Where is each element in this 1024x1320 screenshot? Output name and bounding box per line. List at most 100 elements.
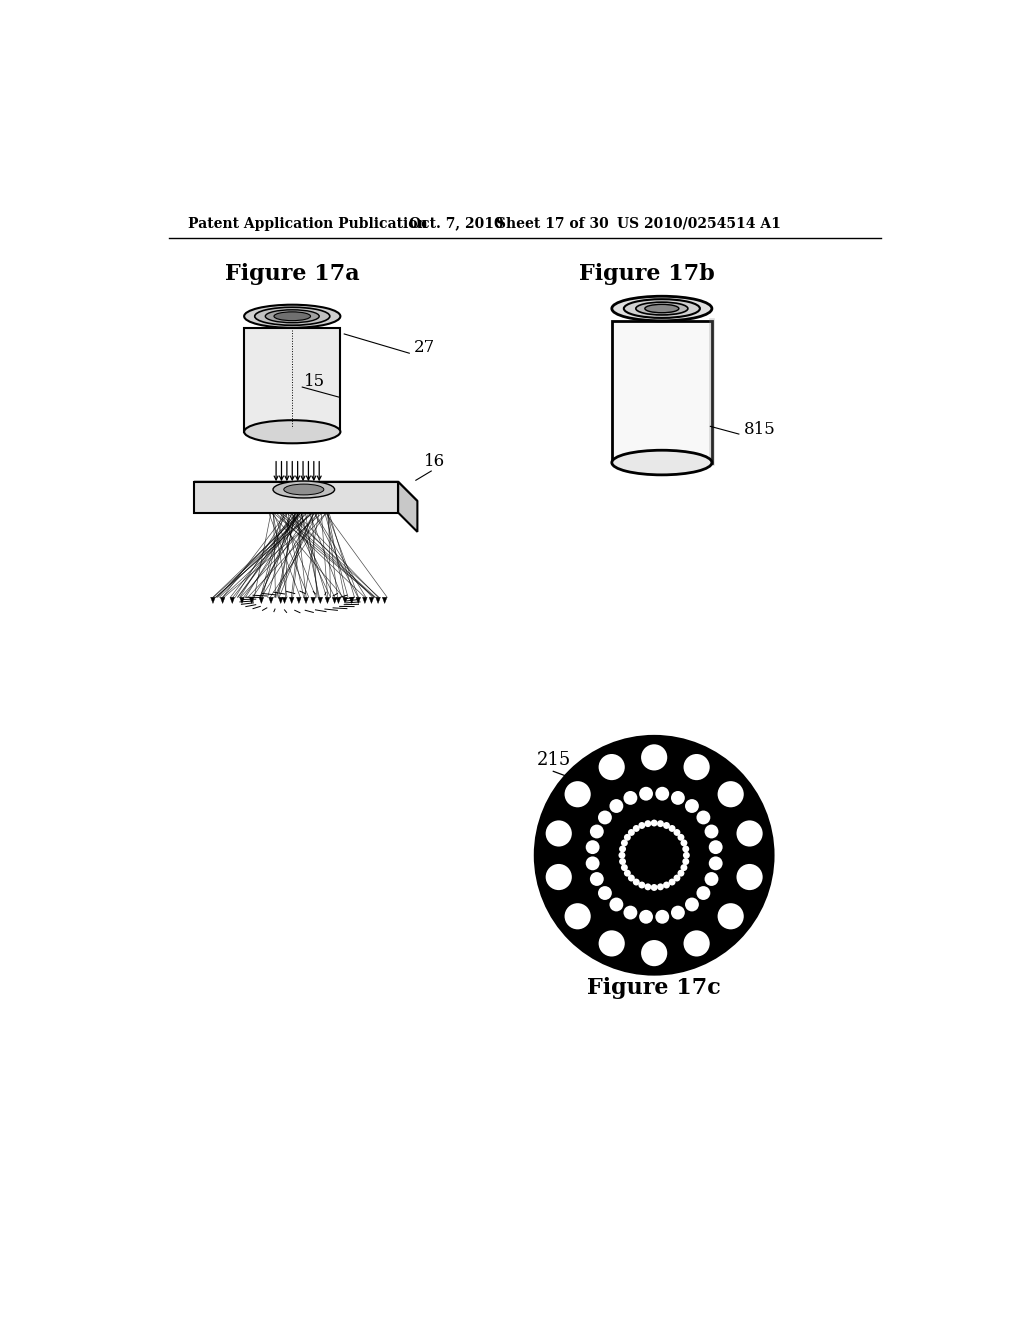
Ellipse shape <box>624 300 699 318</box>
Ellipse shape <box>645 305 679 313</box>
Circle shape <box>684 931 710 957</box>
Circle shape <box>683 851 690 859</box>
Polygon shape <box>195 482 418 502</box>
Text: Figure 17a: Figure 17a <box>225 263 359 285</box>
Polygon shape <box>611 321 712 462</box>
Circle shape <box>590 825 604 838</box>
Circle shape <box>620 858 626 865</box>
Polygon shape <box>343 598 347 603</box>
Circle shape <box>657 883 664 890</box>
Circle shape <box>598 886 612 900</box>
Ellipse shape <box>265 310 319 322</box>
Circle shape <box>633 825 640 832</box>
Polygon shape <box>333 598 337 603</box>
Polygon shape <box>283 598 287 603</box>
Circle shape <box>586 841 600 854</box>
Polygon shape <box>318 598 323 603</box>
Circle shape <box>599 754 625 780</box>
Polygon shape <box>304 598 308 603</box>
Circle shape <box>639 909 653 924</box>
Circle shape <box>718 781 743 808</box>
Text: 15: 15 <box>304 372 325 389</box>
Circle shape <box>564 781 591 808</box>
Circle shape <box>638 822 645 829</box>
Text: Patent Application Publication: Patent Application Publication <box>188 216 428 231</box>
Circle shape <box>682 846 689 853</box>
Polygon shape <box>349 598 354 603</box>
Circle shape <box>624 870 631 876</box>
Circle shape <box>657 820 664 828</box>
Polygon shape <box>376 598 380 603</box>
Circle shape <box>546 821 571 846</box>
Circle shape <box>639 787 653 801</box>
Circle shape <box>650 820 657 826</box>
Circle shape <box>696 886 711 900</box>
Ellipse shape <box>273 480 335 498</box>
Polygon shape <box>311 598 315 603</box>
Circle shape <box>621 840 628 846</box>
Polygon shape <box>362 598 368 603</box>
Text: 815: 815 <box>743 421 775 438</box>
Circle shape <box>674 875 680 882</box>
Ellipse shape <box>244 305 340 327</box>
Circle shape <box>663 822 670 829</box>
Circle shape <box>685 898 698 911</box>
Polygon shape <box>382 598 387 603</box>
Circle shape <box>669 825 676 832</box>
Circle shape <box>709 841 723 854</box>
Circle shape <box>671 906 685 920</box>
Polygon shape <box>297 598 301 603</box>
Circle shape <box>684 754 710 780</box>
Circle shape <box>655 909 670 924</box>
Circle shape <box>736 821 763 846</box>
Text: US 2010/0254514 A1: US 2010/0254514 A1 <box>617 216 781 231</box>
Ellipse shape <box>611 296 712 321</box>
Circle shape <box>546 863 571 890</box>
Text: Figure 17b: Figure 17b <box>579 263 715 285</box>
Circle shape <box>669 879 676 886</box>
Circle shape <box>655 787 670 801</box>
Circle shape <box>705 873 719 886</box>
Ellipse shape <box>255 308 330 325</box>
Ellipse shape <box>636 302 688 315</box>
Circle shape <box>696 810 711 825</box>
Circle shape <box>681 865 687 871</box>
Circle shape <box>736 863 763 890</box>
Circle shape <box>535 737 773 974</box>
Ellipse shape <box>274 312 310 321</box>
Circle shape <box>718 903 743 929</box>
Circle shape <box>633 879 640 886</box>
Polygon shape <box>268 598 273 603</box>
Circle shape <box>624 834 631 841</box>
Circle shape <box>682 858 689 865</box>
Polygon shape <box>211 598 215 603</box>
Circle shape <box>641 744 668 771</box>
Circle shape <box>678 834 684 841</box>
Circle shape <box>644 883 651 890</box>
Circle shape <box>628 875 635 882</box>
Polygon shape <box>244 327 340 432</box>
Ellipse shape <box>611 450 712 475</box>
Circle shape <box>685 799 698 813</box>
Polygon shape <box>195 482 398 512</box>
Polygon shape <box>398 482 418 532</box>
Circle shape <box>671 791 685 805</box>
Polygon shape <box>326 598 330 603</box>
Text: Sheet 17 of 30: Sheet 17 of 30 <box>497 216 609 231</box>
Circle shape <box>641 940 668 966</box>
Polygon shape <box>230 598 234 603</box>
Circle shape <box>628 829 635 836</box>
Circle shape <box>638 882 645 888</box>
Polygon shape <box>336 598 341 603</box>
Text: Oct. 7, 2010: Oct. 7, 2010 <box>410 216 504 231</box>
Polygon shape <box>250 598 254 603</box>
Circle shape <box>624 791 637 805</box>
Ellipse shape <box>284 484 324 495</box>
Circle shape <box>590 873 604 886</box>
Circle shape <box>674 829 680 836</box>
Text: 215: 215 <box>537 751 570 770</box>
Circle shape <box>709 857 723 870</box>
Circle shape <box>598 810 612 825</box>
Circle shape <box>681 840 687 846</box>
Circle shape <box>644 820 651 828</box>
